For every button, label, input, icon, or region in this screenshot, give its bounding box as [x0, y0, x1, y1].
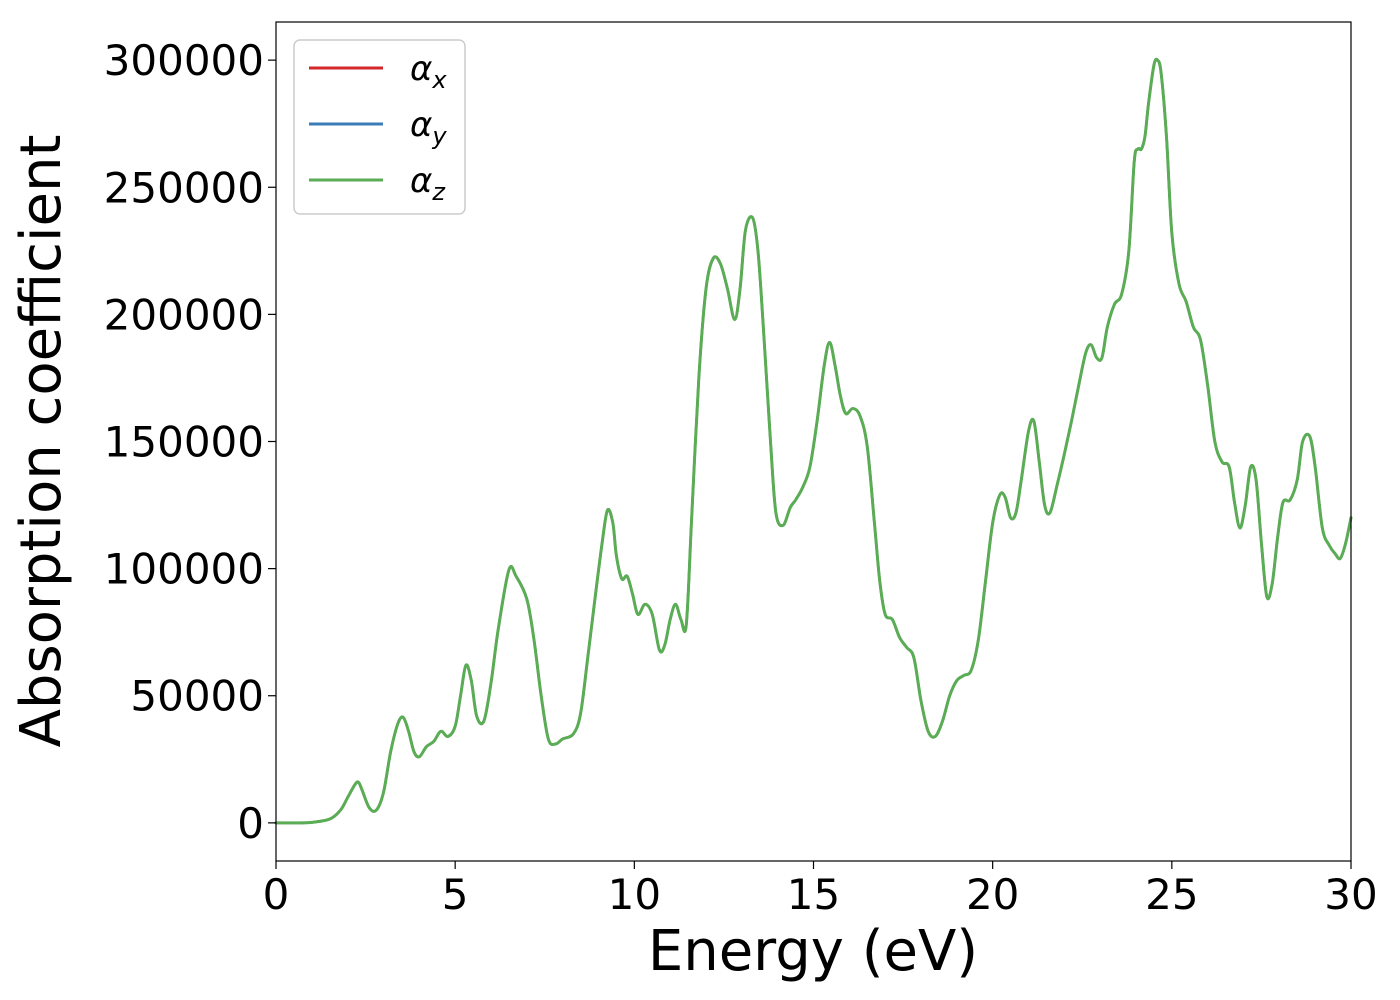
- x-tick-label: 0: [263, 870, 290, 919]
- y-tick-label: 300000: [104, 36, 264, 85]
- x-tick-label: 25: [1145, 870, 1198, 919]
- y-axis-title: Absorption coefficient: [9, 135, 74, 748]
- y-tick-label: 250000: [104, 163, 264, 212]
- x-axis: 0 5 10 15 20 25 30: [263, 861, 1378, 919]
- y-tick-label: 0: [237, 799, 264, 848]
- legend-box: [293, 39, 466, 215]
- y-tick-label: 200000: [104, 290, 264, 339]
- series-line-alpha-z: [274, 57, 1353, 825]
- x-tick-label: 20: [966, 870, 1019, 919]
- y-axis: 0 50000 100000 150000 200000 250000 300000: [104, 36, 276, 848]
- y-tick-label: 50000: [130, 672, 264, 721]
- x-tick-label: 5: [442, 870, 469, 919]
- y-tick-label: 100000: [104, 545, 264, 594]
- series-layer: [274, 57, 1353, 825]
- x-tick-label: 30: [1324, 870, 1377, 919]
- x-tick-label: 10: [608, 870, 661, 919]
- y-tick-label: 150000: [104, 418, 264, 467]
- x-tick-label: 15: [787, 870, 840, 919]
- x-axis-title: Energy (eV): [648, 919, 978, 984]
